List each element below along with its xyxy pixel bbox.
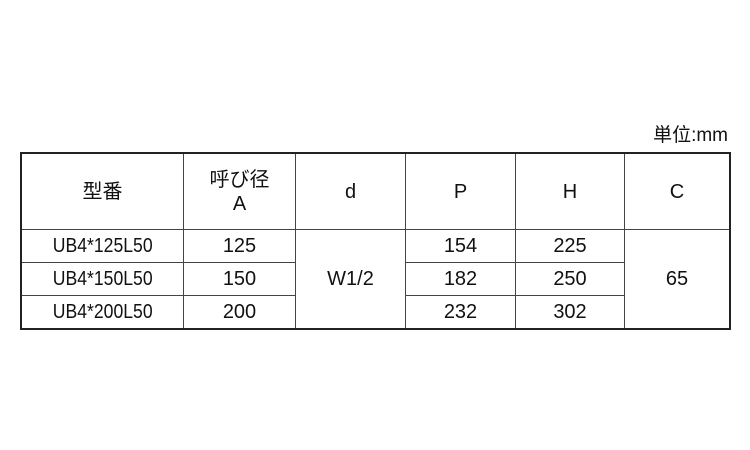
header-H: H [515, 152, 625, 230]
header-nominal-diameter: 呼び径 A [183, 152, 296, 230]
header-A: A [232, 192, 247, 215]
spec-table: 型番 呼び径 A d P H C UB4*125L50 125 W1/2 154 … [20, 152, 731, 330]
header-C: C [624, 152, 731, 230]
cell-P: 154 [405, 229, 516, 263]
table-row: UB4*150L50 150 182 250 [20, 262, 730, 296]
header-nominal-label: 呼び径 [209, 168, 270, 191]
cell-H: 302 [515, 295, 625, 330]
cell-P: 182 [405, 262, 516, 296]
table-row: UB4*200L50 200 232 302 [20, 295, 730, 330]
cell-H: 250 [515, 262, 625, 296]
cell-A: 200 [183, 295, 296, 330]
table-row: UB4*125L50 125 W1/2 154 225 65 [20, 229, 731, 330]
model-text: UB4*200L50 [52, 301, 153, 323]
header-model: 型番 [20, 152, 184, 230]
model-text: UB4*150L50 [52, 268, 153, 290]
cell-P: 232 [405, 295, 516, 330]
header-row: 型番 呼び径 A d P H C [20, 152, 731, 230]
unit-label: 単位:mm [653, 125, 728, 146]
cell-model: UB4*150L50 [20, 262, 184, 296]
header-d: d [295, 152, 406, 230]
cell-A: 125 [183, 229, 296, 263]
cell-d: W1/2 [295, 229, 406, 330]
model-text: UB4*125L50 [52, 235, 153, 257]
cell-H: 225 [515, 229, 625, 263]
header-P: P [405, 152, 516, 230]
cell-C: 65 [624, 229, 731, 330]
cell-A: 150 [183, 262, 296, 296]
cell-model: UB4*125L50 [20, 229, 184, 263]
cell-model: UB4*200L50 [20, 295, 184, 330]
